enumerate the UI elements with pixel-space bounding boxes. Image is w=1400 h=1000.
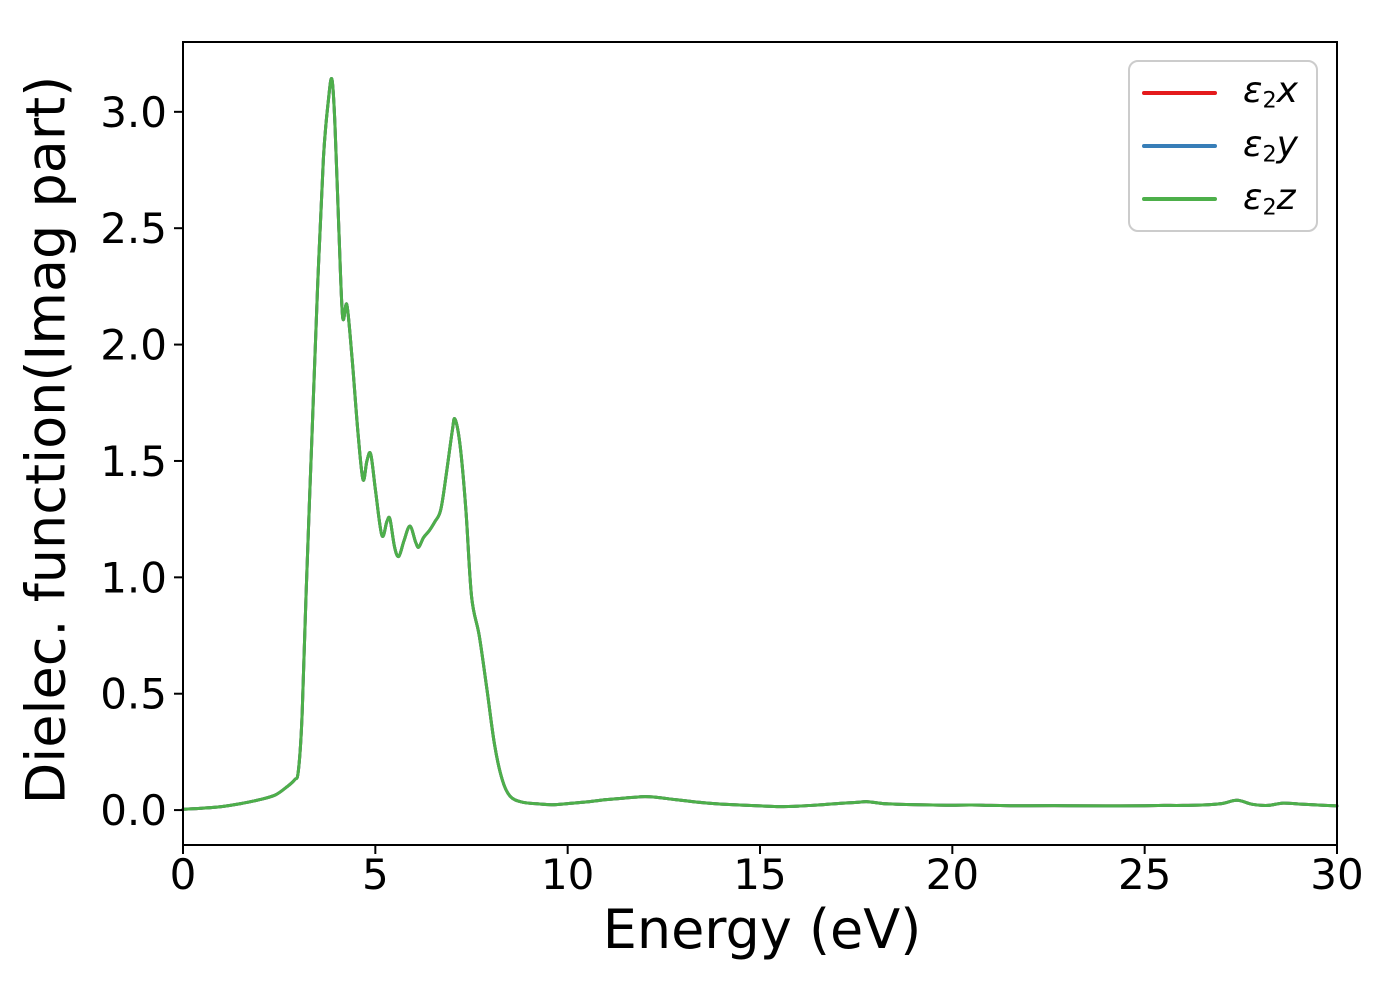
y-tick-label: 0.0 [100,786,167,835]
legend-item-ε2z: ε2z [1130,176,1316,221]
y-tick-label: 1.5 [100,437,167,486]
axes-layer: 0 5 10 15 20 25 30 0.0 0.5 1.0 1.5 2.0 2.5 3.0 [100,41,1364,899]
legend-line-swatch [1142,90,1217,95]
legend-label-part: x [1276,70,1298,112]
x-tick-label: 20 [926,850,979,899]
legend-item-ε2y: ε2y [1130,123,1316,168]
y-tick-label: 2.0 [100,321,167,370]
legend-label: ε2z [1243,176,1296,221]
x-tick-label: 0 [170,850,197,899]
legend-box: ε2x ε2y ε2z [1128,60,1318,232]
x-axis-label: Energy (eV) [602,898,922,961]
x-tick-label: 15 [733,850,786,899]
legend-label-part: 2 [1262,87,1277,114]
x-tick-label: 10 [541,850,594,899]
legend-label-part: y [1276,123,1298,165]
legend-label-part: 2 [1262,194,1277,221]
legend-item-ε2x: ε2x [1130,73,1316,112]
x-tick-label: 25 [1118,850,1171,899]
legend-label: ε2x [1243,73,1298,112]
y-tick-label: 3.0 [100,88,167,137]
legend-label-part: z [1276,176,1296,218]
y-tick-label: 1.0 [100,553,167,602]
legend-label-part: 2 [1262,141,1277,168]
series-line-ε2z [181,76,1339,811]
legend-line-swatch [1142,197,1217,202]
x-tick-label: 30 [1310,850,1363,899]
y-tick-label: 0.5 [100,670,167,719]
legend-label-part: ε [1243,176,1263,218]
legend-label-part: ε [1243,123,1263,165]
legend-line-swatch [1142,143,1217,148]
x-tick-label: 5 [362,850,389,899]
legend-label-part: ε [1243,70,1263,112]
y-axis-label: Dielec. function(Imag part) [14,75,78,805]
y-tick-label: 2.5 [100,204,167,253]
series-layer [181,76,1339,811]
legend-label: ε2y [1243,123,1298,168]
